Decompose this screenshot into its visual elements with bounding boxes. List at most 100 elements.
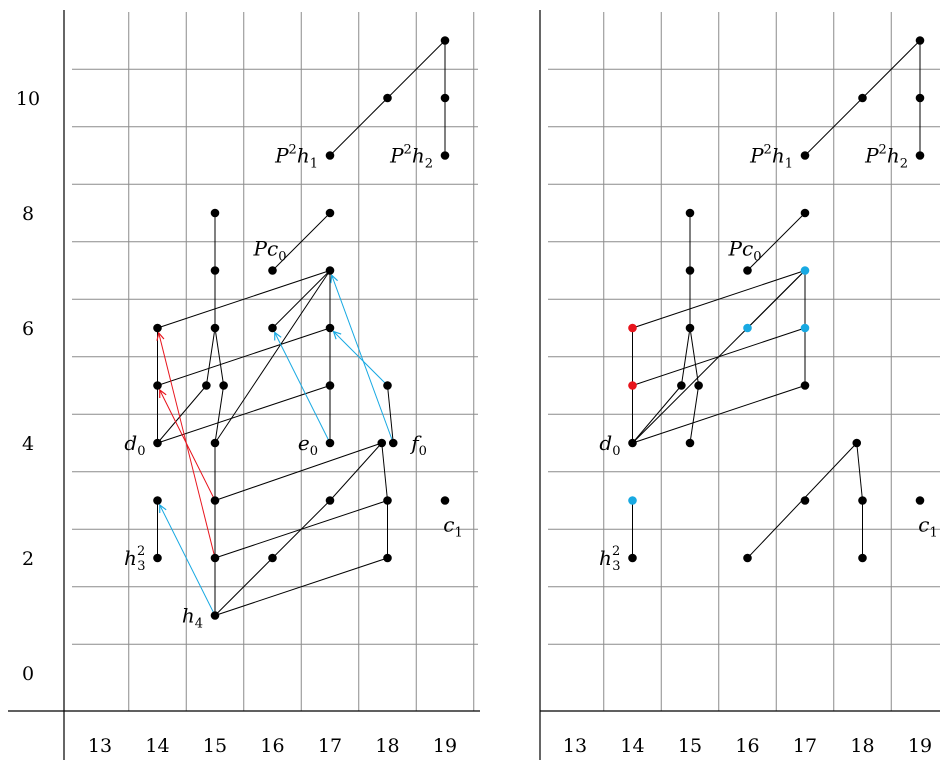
generator-label: P2h2 bbox=[864, 143, 908, 172]
edge-line bbox=[632, 385, 806, 444]
generator-label: P2h1 bbox=[274, 143, 318, 172]
node-dot bbox=[440, 496, 450, 505]
node-dot bbox=[210, 496, 220, 505]
label-sub: 0 bbox=[137, 444, 145, 459]
edge-line bbox=[205, 327, 216, 386]
edge-line bbox=[214, 442, 382, 501]
label-sub: 1 bbox=[929, 526, 937, 541]
node-dot bbox=[743, 266, 752, 275]
node-dot bbox=[440, 36, 450, 45]
label-main: P bbox=[864, 144, 879, 168]
label-sub: 2 bbox=[900, 157, 908, 172]
nodes bbox=[628, 36, 925, 563]
nodes bbox=[153, 36, 450, 620]
generator-label: c1 bbox=[918, 513, 937, 541]
node-dot bbox=[153, 381, 162, 390]
node-dot bbox=[153, 323, 162, 333]
node-dot bbox=[628, 323, 637, 333]
label-main2: h bbox=[887, 144, 900, 168]
label-sup: 2 bbox=[764, 143, 772, 158]
edge-line bbox=[214, 557, 273, 616]
node-dot bbox=[210, 208, 220, 218]
label-main: c bbox=[443, 513, 454, 537]
node-dot bbox=[268, 323, 277, 333]
label-main2: h bbox=[412, 144, 425, 168]
x-tick-label: 17 bbox=[793, 735, 817, 757]
y-tick-label: 4 bbox=[22, 433, 34, 455]
x-tick-label: 18 bbox=[375, 735, 399, 757]
label-main2: h bbox=[297, 144, 310, 168]
node-dot bbox=[628, 381, 637, 390]
label-main: c bbox=[918, 513, 929, 537]
y-tick-label: 6 bbox=[22, 318, 34, 340]
label-sub: 0 bbox=[310, 444, 318, 459]
x-tick-label: 15 bbox=[203, 735, 227, 757]
generator-label: h2 3 bbox=[599, 544, 620, 574]
node-dot bbox=[210, 553, 220, 563]
differential-arrow bbox=[160, 505, 216, 616]
edge-line bbox=[272, 212, 331, 271]
differential-arrow bbox=[159, 333, 216, 559]
x-tick-label: 18 bbox=[850, 735, 874, 757]
node-dot bbox=[383, 381, 392, 390]
node-dot bbox=[268, 266, 277, 275]
generator-label: P2h2 bbox=[389, 143, 433, 172]
edge-line bbox=[856, 442, 863, 501]
edge-line bbox=[214, 385, 225, 444]
edge-line bbox=[214, 270, 331, 444]
label-sub: 0 bbox=[753, 250, 761, 265]
x-tick-label: 19 bbox=[433, 735, 457, 757]
generator-label: Pc0 bbox=[728, 237, 762, 265]
node-dot bbox=[383, 496, 392, 505]
node-dot bbox=[800, 151, 810, 160]
node-dot bbox=[694, 381, 703, 390]
differential-arrow bbox=[334, 332, 388, 386]
edge-line bbox=[214, 557, 388, 616]
edge-line bbox=[157, 327, 331, 386]
node-dot bbox=[915, 93, 925, 103]
node-dot bbox=[440, 93, 450, 103]
edge-line bbox=[689, 385, 700, 444]
label-sub: 0 bbox=[419, 444, 427, 459]
node-dot bbox=[915, 36, 925, 45]
label-sub: 0 bbox=[612, 444, 620, 459]
edge-line bbox=[214, 500, 388, 559]
generator-label: h2 3 bbox=[124, 544, 145, 574]
generator-label: f0 bbox=[409, 431, 427, 459]
node-dot bbox=[628, 553, 637, 563]
edge-line bbox=[157, 385, 331, 444]
node-dot bbox=[325, 438, 335, 448]
arrows bbox=[159, 275, 394, 616]
node-dot bbox=[325, 266, 335, 275]
node-dot bbox=[743, 553, 752, 563]
label-sub: 3 bbox=[137, 559, 145, 574]
y-tick-label: 0 bbox=[22, 663, 34, 685]
node-dot bbox=[388, 438, 398, 448]
label-sup: 2 bbox=[612, 544, 620, 559]
label-main: Pc bbox=[253, 237, 279, 261]
node-dot bbox=[325, 208, 335, 218]
generator-label: P2h1 bbox=[749, 143, 793, 172]
x-tick-label: 13 bbox=[88, 735, 112, 757]
generator-label: Pc0 bbox=[253, 237, 287, 265]
node-dot bbox=[800, 208, 810, 218]
label-main: h bbox=[182, 604, 195, 628]
label-sub: 2 bbox=[425, 157, 433, 172]
label-sup: 2 bbox=[289, 143, 297, 158]
x-tick-label: 19 bbox=[908, 735, 932, 757]
node-dot bbox=[210, 266, 220, 275]
edge-line bbox=[747, 270, 806, 329]
label-sub: 0 bbox=[278, 250, 286, 265]
node-dot bbox=[800, 496, 810, 505]
node-dot bbox=[210, 611, 220, 620]
x-tick-label: 15 bbox=[678, 735, 702, 757]
grid bbox=[548, 12, 940, 711]
edge-line bbox=[214, 327, 225, 386]
label-sub: 1 bbox=[454, 526, 462, 541]
edge-line bbox=[272, 270, 331, 329]
node-dot bbox=[628, 496, 637, 505]
